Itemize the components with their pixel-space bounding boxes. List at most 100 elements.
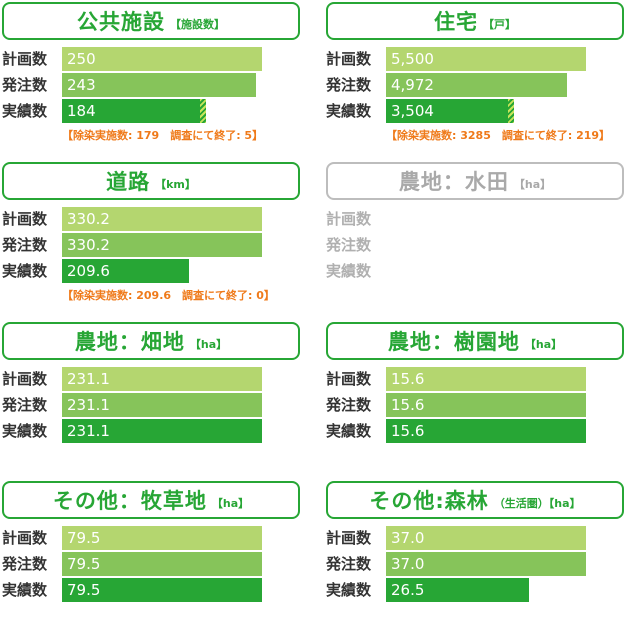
row-label-actual: 実績数 xyxy=(326,262,372,280)
bar-planned: 330.2 xyxy=(62,207,262,231)
bar-value-planned: 79.5 xyxy=(67,529,101,547)
row-label-ordered: 発注数 xyxy=(326,396,372,414)
bar-value-ordered: 79.5 xyxy=(67,555,101,573)
panel-title: 道路 xyxy=(106,170,151,194)
panel-title: 住宅 xyxy=(434,10,478,34)
row-label-planned: 計画数 xyxy=(2,370,48,388)
row-actual: 実績数 15.6 xyxy=(326,419,628,443)
row-ordered: 発注数 37.0 xyxy=(326,552,628,576)
row-ordered: 発注数 4,972 xyxy=(326,73,628,97)
panel-unit: 【ha】 xyxy=(189,338,228,351)
row-label-planned: 計画数 xyxy=(2,529,48,547)
bar-actual: 209.6 xyxy=(62,259,189,283)
bar-value-ordered: 15.6 xyxy=(391,396,425,414)
panel-title-box: 道路 【km】 xyxy=(2,162,300,200)
bar-planned: 15.6 xyxy=(386,367,586,391)
panel-unit: 【ha】 xyxy=(524,338,563,351)
row-planned: 計画数 330.2 xyxy=(2,207,304,231)
panel-1: 住宅 【戸】 計画数 5,500 発注数 4,972 実績数 3,504 【除染実施数: 328… xyxy=(326,2,628,152)
panel-title: 公共施設 xyxy=(77,10,165,34)
row-label-ordered: 発注数 xyxy=(2,396,48,414)
panel-title-box: その他:森林 （生活圏）【ha】 xyxy=(326,481,624,519)
bar-value-actual: 26.5 xyxy=(391,581,425,599)
bar-ordered: 79.5 xyxy=(62,552,262,576)
panel-unit: （生活圏）【ha】 xyxy=(493,497,581,510)
panel-0: 公共施設 【施設数】計画数 250 発注数 243 実績数 184 【除染実施数: 179 調… xyxy=(2,2,304,152)
bar-ordered: 243 xyxy=(62,73,256,97)
panel-title-box: 農地：水田 【ha】 xyxy=(326,162,624,200)
row-label-ordered: 発注数 xyxy=(326,555,372,573)
bar-hatch xyxy=(508,99,514,123)
bar-value-ordered: 330.2 xyxy=(67,236,110,254)
row-actual: 実績数 184 xyxy=(2,99,304,123)
bar-hatch xyxy=(200,99,206,123)
row-ordered: 発注数 243 xyxy=(2,73,304,97)
panel-5: 農地：樹園地 【ha】 計画数 15.6 発注数 15.6 実績数 15.6 xyxy=(326,322,628,472)
row-label-actual: 実績数 xyxy=(2,422,48,440)
bar-planned: 5,500 xyxy=(386,47,586,71)
row-ordered: 発注数 330.2 xyxy=(2,233,304,257)
bar-value-planned: 37.0 xyxy=(391,529,425,547)
bar-actual: 184 xyxy=(62,99,206,123)
panel-2: 道路 【km】計画数 330.2 発注数 330.2 実績数 209.6 【除染実施数: 20… xyxy=(2,162,304,312)
panel-unit: 【施設数】 xyxy=(170,18,225,31)
panel-title: 農地：水田 xyxy=(398,170,509,194)
row-planned: 計画数 250 xyxy=(2,47,304,71)
bar-value-actual: 209.6 xyxy=(67,262,110,280)
bar-actual: 231.1 xyxy=(62,419,262,443)
panel-title: 農地：畑地 xyxy=(74,330,185,354)
panel-note: 【除染実施数: 179 調査にて終了: 5】 xyxy=(62,129,264,142)
panel-unit: 【ha】 xyxy=(211,497,250,510)
bar-planned: 37.0 xyxy=(386,526,586,550)
row-planned: 計画数 79.5 xyxy=(2,526,304,550)
row-ordered: 発注数 231.1 xyxy=(2,393,304,417)
panel-title-box: その他：牧草地 【ha】 xyxy=(2,481,300,519)
panel-4: 農地：畑地 【ha】計画数 231.1 発注数 231.1 実績数 231.1 xyxy=(2,322,304,472)
bar-value-actual: 15.6 xyxy=(391,422,425,440)
bar-value-actual: 79.5 xyxy=(67,581,101,599)
bar-planned: 79.5 xyxy=(62,526,262,550)
bar-planned: 250 xyxy=(62,47,262,71)
panel-title: その他:森林 xyxy=(369,489,489,513)
row-label-ordered: 発注数 xyxy=(2,76,48,94)
bar-value-planned: 231.1 xyxy=(67,370,110,388)
bar-value-ordered: 37.0 xyxy=(391,555,425,573)
row-actual: 実績数 231.1 xyxy=(2,419,304,443)
panel-title-box: 農地：畑地 【ha】 xyxy=(2,322,300,360)
bar-ordered: 37.0 xyxy=(386,552,586,576)
bar-ordered: 4,972 xyxy=(386,73,567,97)
panel-6: その他：牧草地 【ha】計画数 79.5 発注数 79.5 実績数 79.5 xyxy=(2,481,304,631)
panel-title: 農地：樹園地 xyxy=(387,330,520,354)
panel-3: 農地：水田 【ha】計画数発注数実績数 xyxy=(326,162,628,312)
row-label-actual: 実績数 xyxy=(326,581,372,599)
row-planned: 計画数 5,500 xyxy=(326,47,628,71)
bar-value-planned: 15.6 xyxy=(391,370,425,388)
row-label-planned: 計画数 xyxy=(2,50,48,68)
bar-value-ordered: 231.1 xyxy=(67,396,110,414)
row-label-actual: 実績数 xyxy=(2,262,48,280)
bar-actual: 79.5 xyxy=(62,578,262,602)
row-planned: 計画数 xyxy=(326,207,628,231)
row-ordered: 発注数 79.5 xyxy=(2,552,304,576)
row-actual: 実績数 3,504 xyxy=(326,99,628,123)
row-label-actual: 実績数 xyxy=(326,422,372,440)
row-actual: 実績数 79.5 xyxy=(2,578,304,602)
row-ordered: 発注数 xyxy=(326,233,628,257)
row-actual: 実績数 26.5 xyxy=(326,578,628,602)
row-label-ordered: 発注数 xyxy=(326,76,372,94)
row-ordered: 発注数 15.6 xyxy=(326,393,628,417)
panel-title-box: 住宅 【戸】 xyxy=(326,2,624,40)
bar-ordered: 231.1 xyxy=(62,393,262,417)
row-label-ordered: 発注数 xyxy=(2,555,48,573)
bar-ordered: 15.6 xyxy=(386,393,586,417)
row-label-planned: 計画数 xyxy=(326,50,372,68)
bar-value-ordered: 243 xyxy=(67,76,96,94)
bar-value-planned: 5,500 xyxy=(391,50,434,68)
panel-note: 【除染実施数: 209.6 調査にて終了: 0】 xyxy=(62,289,275,302)
row-label-actual: 実績数 xyxy=(2,581,48,599)
bar-value-planned: 250 xyxy=(67,50,96,68)
row-label-actual: 実績数 xyxy=(326,102,372,120)
row-actual: 実績数 xyxy=(326,259,628,283)
row-planned: 計画数 231.1 xyxy=(2,367,304,391)
row-label-ordered: 発注数 xyxy=(326,236,372,254)
